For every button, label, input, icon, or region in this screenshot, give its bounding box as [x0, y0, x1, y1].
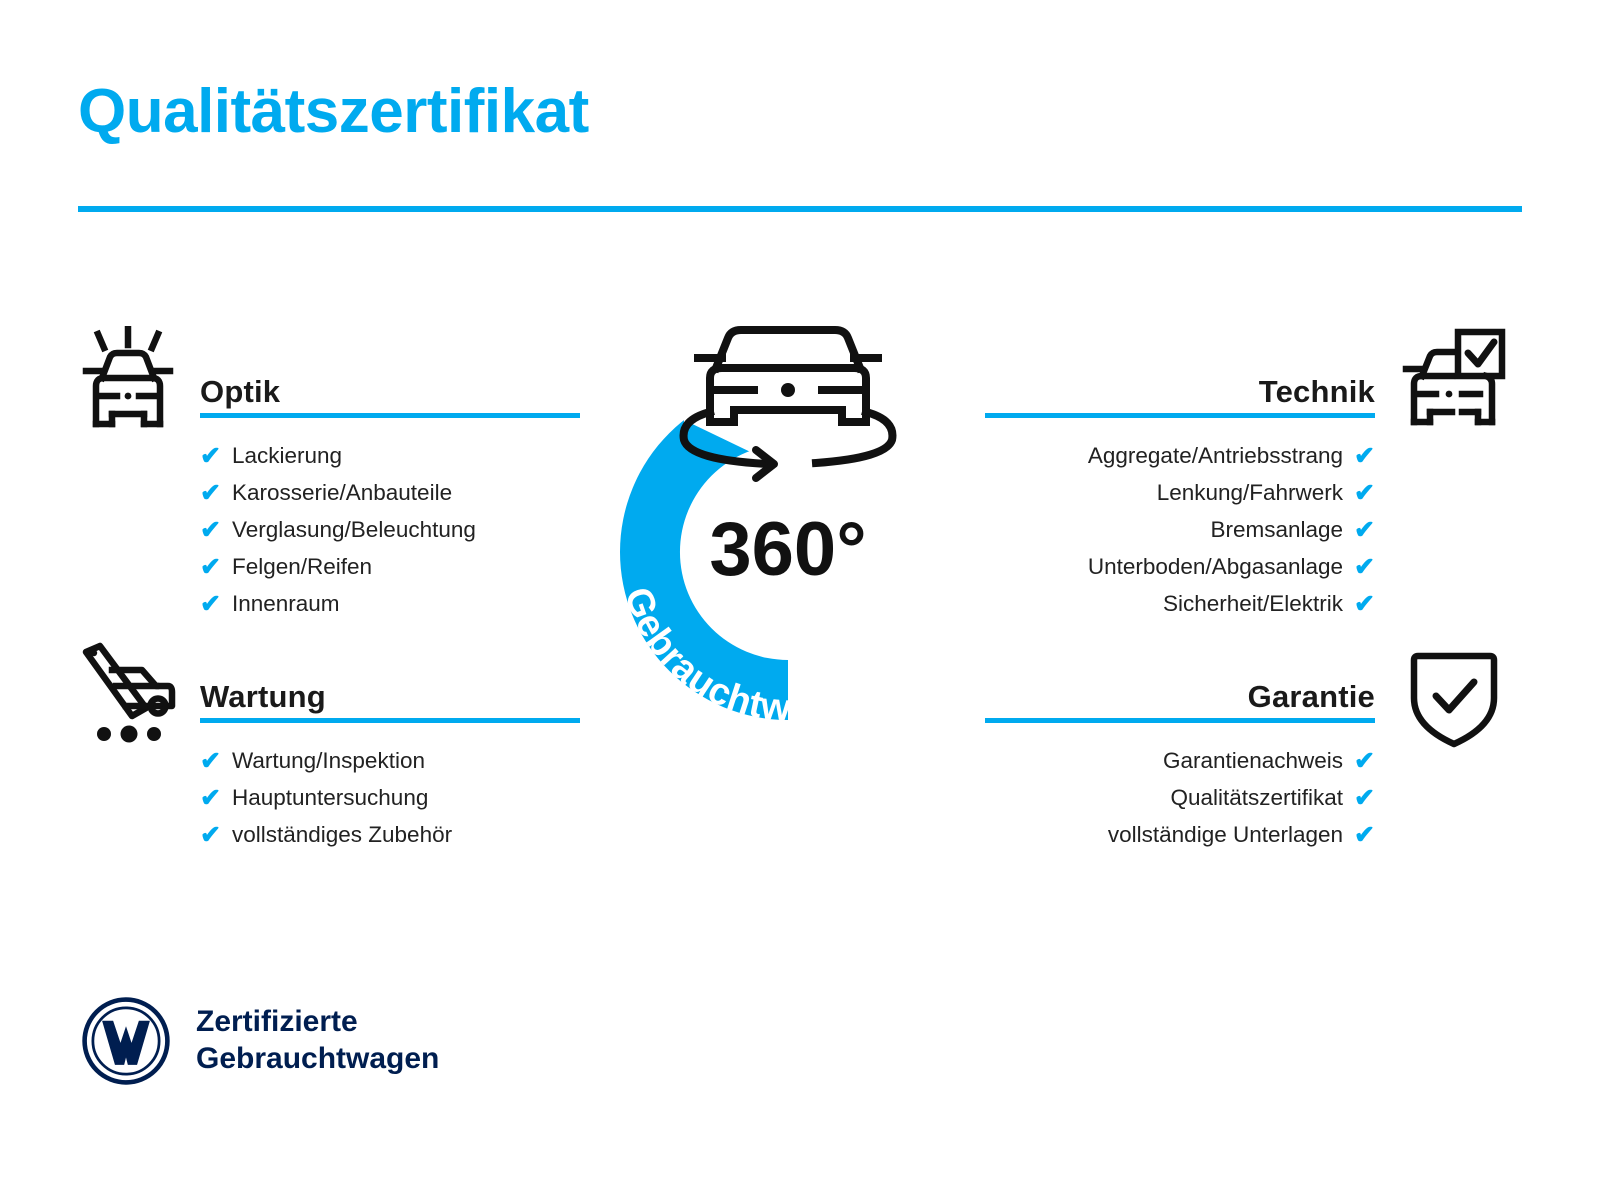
section-technik: Technik Aggregate/Antriebsstrang ✔ Lenku…	[985, 360, 1375, 623]
section-garantie: Garantie Garantienachweis ✔ Qualitätszer…	[985, 665, 1375, 854]
list-item: vollständige Unterlagen ✔	[985, 817, 1375, 854]
list-item: ✔ Verglasung/Beleuchtung	[200, 512, 580, 549]
check-icon: ✔	[1354, 821, 1375, 849]
check-icon: ✔	[200, 553, 221, 581]
section-underline	[985, 718, 1375, 723]
list-item-label: Aggregate/Antriebsstrang	[1087, 443, 1344, 469]
section-title-technik: Technik	[1258, 374, 1375, 409]
section-underline	[985, 413, 1375, 418]
list-item-label: Lackierung	[231, 443, 343, 469]
360-check-badge: Gebrauchtwagen-Check 360°	[558, 300, 1018, 760]
section-title-garantie: Garantie	[1247, 679, 1375, 714]
list-item: ✔ Hauptuntersuchung	[200, 780, 580, 817]
section-underline	[200, 718, 580, 723]
check-icon: ✔	[1354, 784, 1375, 812]
list-item-label: Verglasung/Beleuchtung	[231, 517, 476, 543]
car-rotate-360-icon	[679, 326, 897, 482]
check-icon: ✔	[1354, 747, 1375, 775]
car-checkbox-icon	[1396, 326, 1508, 438]
checklist-wartung: ✔ Wartung/Inspektion ✔ Hauptuntersuchung…	[200, 743, 580, 854]
list-item-label: Karosserie/Anbauteile	[231, 480, 453, 506]
list-item: ✔ Innenraum	[200, 586, 580, 623]
vw-logo	[80, 995, 172, 1087]
list-item-label: Lenkung/Fahrwerk	[1156, 480, 1344, 506]
list-item: Lenkung/Fahrwerk ✔	[985, 475, 1375, 512]
check-icon: ✔	[200, 442, 221, 470]
list-item-label: Hauptuntersuchung	[231, 785, 429, 811]
list-item-label: Garantienachweis	[1162, 748, 1344, 774]
list-item: ✔ Felgen/Reifen	[200, 549, 580, 586]
page-title: Qualitätszertifikat	[78, 77, 589, 146]
list-item: Aggregate/Antriebsstrang ✔	[985, 438, 1375, 475]
checklist-technik: Aggregate/Antriebsstrang ✔ Lenkung/Fahrw…	[985, 438, 1375, 623]
list-item-label: vollständiges Zubehör	[231, 822, 453, 848]
list-item-label: Bremsanlage	[1210, 517, 1344, 543]
check-icon: ✔	[200, 784, 221, 812]
footer-brand-text: Zertifizierte Gebrauchtwagen	[196, 1004, 439, 1077]
check-icon: ✔	[1354, 590, 1375, 618]
list-item-label: Unterboden/Abgasanlage	[1087, 554, 1344, 580]
section-header: Wartung	[200, 665, 580, 723]
shield-check-icon	[1398, 640, 1510, 752]
list-item-label: Sicherheit/Elektrik	[1162, 591, 1344, 617]
section-header: Optik	[200, 360, 580, 418]
list-item: Qualitätszertifikat ✔	[985, 780, 1375, 817]
section-header: Technik	[985, 360, 1375, 418]
list-item: ✔ Wartung/Inspektion	[200, 743, 580, 780]
check-icon: ✔	[200, 747, 221, 775]
section-title-optik: Optik	[200, 374, 281, 409]
list-item: ✔ Karosserie/Anbauteile	[200, 475, 580, 512]
section-wartung: Wartung ✔ Wartung/Inspektion ✔ Hauptunte…	[200, 665, 580, 854]
check-icon: ✔	[1354, 516, 1375, 544]
list-item: Sicherheit/Elektrik ✔	[985, 586, 1375, 623]
list-item-label: Qualitätszertifikat	[1170, 785, 1344, 811]
section-optik: Optik ✔ Lackierung ✔ Karosserie/Anbautei…	[200, 360, 580, 623]
checklist-garantie: Garantienachweis ✔ Qualitätszertifikat ✔…	[985, 743, 1375, 854]
check-icon: ✔	[1354, 479, 1375, 507]
list-item: ✔ Lackierung	[200, 438, 580, 475]
list-item-label: Felgen/Reifen	[231, 554, 373, 580]
car-shine-icon	[72, 325, 184, 438]
check-icon: ✔	[1354, 442, 1375, 470]
list-item-label: Innenraum	[231, 591, 340, 617]
list-item-label: Wartung/Inspektion	[231, 748, 425, 774]
list-item: Garantienachweis ✔	[985, 743, 1375, 780]
list-item: Unterboden/Abgasanlage ✔	[985, 549, 1375, 586]
footer-line-2: Gebrauchtwagen	[196, 1042, 440, 1075]
checklist-optik: ✔ Lackierung ✔ Karosserie/Anbauteile ✔ V…	[200, 438, 580, 623]
check-icon: ✔	[1354, 553, 1375, 581]
header-divider	[78, 206, 1522, 212]
badge-center-label: 360°	[709, 507, 866, 592]
car-lift-service-icon	[72, 636, 184, 748]
section-title-wartung: Wartung	[200, 679, 326, 714]
section-underline	[200, 413, 580, 418]
section-header: Garantie	[985, 665, 1375, 723]
check-icon: ✔	[200, 479, 221, 507]
footer-line-1: Zertifizierte	[196, 1005, 358, 1039]
list-item-label: vollständige Unterlagen	[1107, 822, 1344, 848]
list-item: ✔ vollständiges Zubehör	[200, 817, 580, 854]
check-icon: ✔	[200, 516, 221, 544]
list-item: Bremsanlage ✔	[985, 512, 1375, 549]
check-icon: ✔	[200, 821, 221, 849]
check-icon: ✔	[200, 590, 221, 618]
footer-brand: Zertifizierte Gebrauchtwagen	[80, 995, 439, 1087]
